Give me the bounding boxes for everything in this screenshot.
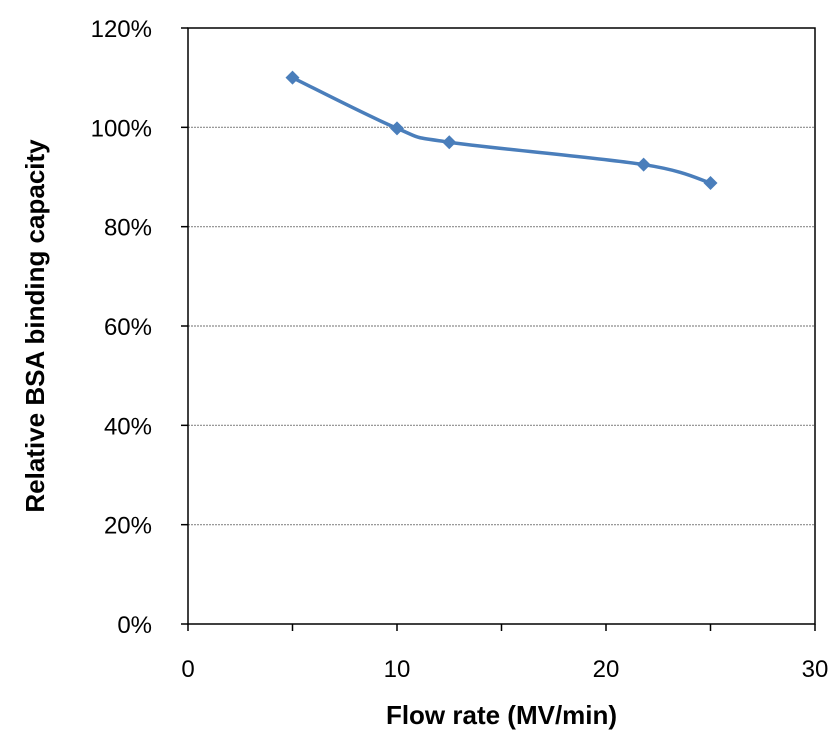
data-point-3 xyxy=(636,157,651,172)
y-tick-label-0: 0% xyxy=(117,612,152,639)
y-tick-label-4: 80% xyxy=(104,215,152,242)
x-axis: 0 10 20 30 xyxy=(181,624,828,683)
data-point-1 xyxy=(390,121,404,136)
x-tick-label-2: 20 xyxy=(593,656,620,683)
x-tick-label-1: 10 xyxy=(384,656,411,683)
y-tick-label-1: 20% xyxy=(104,513,152,540)
data-point-4 xyxy=(703,175,718,190)
x-axis-title: Flow rate (MV/min) xyxy=(386,700,617,730)
y-tick-label-3: 60% xyxy=(104,314,152,341)
y-tick-label-5: 100% xyxy=(91,115,152,142)
y-tick-label-2: 40% xyxy=(104,413,152,440)
x-tick-label-0: 0 xyxy=(181,656,194,683)
data-point-2 xyxy=(442,135,457,150)
series-markers xyxy=(285,70,718,190)
data-point-0 xyxy=(285,70,300,85)
y-tick-label-6: 120% xyxy=(91,16,152,43)
grid-lines xyxy=(188,126,815,526)
y-axis-title: Relative BSA binding capacity xyxy=(20,139,50,513)
x-tick-label-3: 30 xyxy=(802,656,829,683)
y-axis: 0% 20% 40% 60% 80% 100% 120% xyxy=(91,16,188,639)
